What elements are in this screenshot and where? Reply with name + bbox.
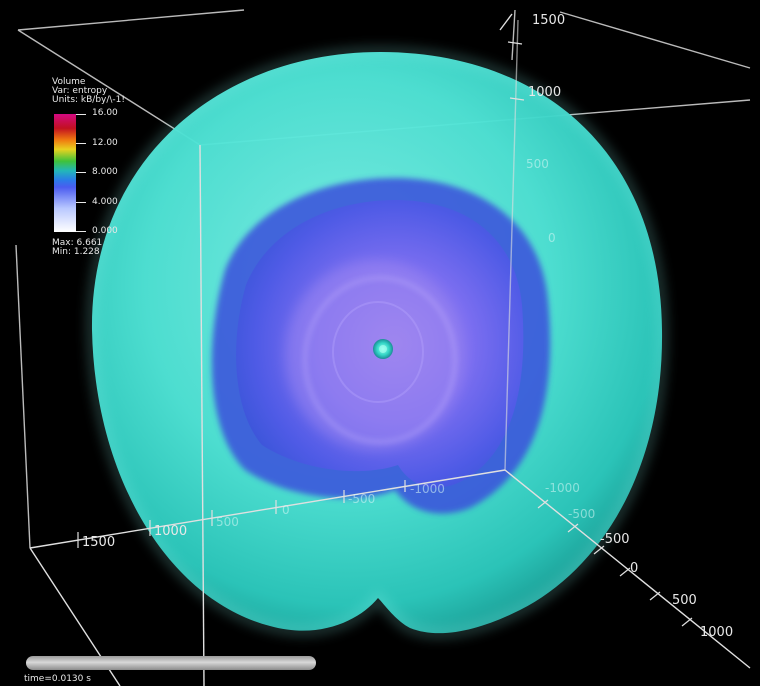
- vertical-tick-label: 0: [548, 231, 556, 245]
- legend-max: Max: 6.661: [52, 238, 103, 248]
- right-tick-label: 1000: [700, 625, 733, 640]
- vertical-axis-ticks: [507, 41, 525, 101]
- time-slider[interactable]: [26, 656, 316, 670]
- color-legend: Volume Var: entropy Units: kB/by/\-1! 16…: [52, 78, 162, 258]
- vertical-tick-label: 500: [526, 157, 549, 171]
- bottom-tick-label: 0: [282, 503, 290, 517]
- vertical-tick-label: 1000: [528, 85, 561, 100]
- bottom-axis-ticks: [77, 480, 406, 548]
- bottom-tick-label: -1000: [410, 482, 445, 496]
- colorbar-label: 4.000: [92, 197, 118, 207]
- right-tick-label: -500: [568, 507, 595, 521]
- colorbar-tick: [76, 172, 86, 173]
- right-axis-ticks: [537, 499, 693, 627]
- bottom-tick-label: 1500: [82, 535, 115, 550]
- colorbar-tick: [76, 202, 86, 203]
- colorbar: [54, 114, 76, 232]
- core-center: [379, 345, 387, 353]
- legend-variable: Var: entropy: [52, 86, 108, 96]
- colorbar-tick: [76, 114, 86, 115]
- colorbar-label: 0.000: [92, 226, 118, 236]
- vertical-tick-label: 1500: [532, 13, 565, 28]
- colorbar-tick: [76, 231, 86, 232]
- time-label: time=0.0130 s: [24, 674, 91, 684]
- colorbar-label: 16.00: [92, 108, 118, 118]
- colorbar-tick: [76, 143, 86, 144]
- bottom-tick-label: -500: [348, 492, 375, 506]
- right-tick-label: 500: [672, 593, 697, 608]
- legend-units: Units: kB/by/\-1!: [52, 95, 126, 105]
- bottom-tick-label: 1000: [154, 524, 187, 539]
- right-tick-label: -1000: [545, 481, 580, 495]
- right-tick-label: 0: [630, 561, 638, 576]
- colorbar-label: 12.00: [92, 138, 118, 148]
- legend-title: Volume: [52, 77, 86, 87]
- bottom-tick-label: 500: [216, 515, 239, 529]
- legend-min: Min: 1.228: [52, 247, 100, 257]
- right-tick-label: -500: [600, 532, 630, 547]
- colorbar-label: 8.000: [92, 167, 118, 177]
